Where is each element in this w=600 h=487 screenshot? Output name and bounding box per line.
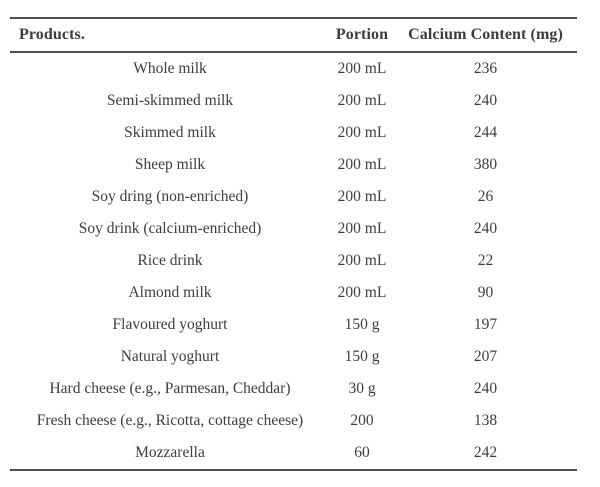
portion-cell: 200 mL (337, 252, 387, 269)
table-row: Soy drink (calcium-enriched) 200 mL 240 (10, 213, 577, 245)
calcium-cell: 242 (473, 444, 498, 461)
product-cell: Almond milk (128, 284, 212, 301)
product-cell: Fresh cheese (e.g., Ricotta, cottage che… (36, 412, 304, 429)
product-cell: Whole milk (133, 60, 207, 77)
table-row: Hard cheese (e.g., Parmesan, Cheddar) 30… (10, 373, 577, 405)
portion-cell: 200 mL (337, 220, 387, 237)
calcium-cell: 26 (477, 188, 494, 205)
product-cell: Mozzarella (135, 444, 205, 461)
portion-cell: 200 mL (337, 92, 387, 109)
product-cell: Soy dring (non-enriched) (91, 188, 249, 205)
table-row: Skimmed milk 200 mL 244 (10, 117, 577, 149)
table-row: Flavoured yoghurt 150 g 197 (10, 309, 577, 341)
table-row: Almond milk 200 mL 90 (10, 277, 577, 309)
portion-cell: 30 g (348, 380, 376, 397)
calcium-cell: 380 (473, 156, 498, 173)
table-row: Natural yoghurt 150 g 207 (10, 341, 577, 373)
product-cell: Rice drink (137, 252, 203, 269)
header-calcium-content: Calcium Content (mg) (408, 26, 563, 43)
calcium-cell: 138 (473, 412, 498, 429)
table-row: Semi-skimmed milk 200 mL 240 (10, 85, 577, 117)
header-products: Products. (19, 26, 85, 43)
portion-cell: 150 g (344, 316, 380, 333)
calcium-cell: 236 (473, 60, 498, 77)
portion-cell: 60 (354, 444, 370, 461)
product-cell: Hard cheese (e.g., Parmesan, Cheddar) (49, 380, 291, 397)
table-row: Soy dring (non-enriched) 200 mL 26 (10, 181, 577, 213)
calcium-cell: 244 (473, 124, 498, 141)
header-portion: Portion (335, 26, 389, 43)
calcium-cell: 90 (477, 284, 494, 301)
table-row: Sheep milk 200 mL 380 (10, 149, 577, 181)
portion-cell: 200 mL (337, 188, 387, 205)
calcium-content-table: Products. Portion Calcium Content (mg) W… (10, 17, 577, 471)
calcium-cell: 197 (473, 316, 498, 333)
calcium-cell: 240 (473, 220, 498, 237)
table-row: Mozzarella 60 242 (10, 437, 577, 469)
portion-cell: 150 g (344, 348, 380, 365)
calcium-cell: 240 (473, 380, 498, 397)
calcium-cell: 22 (477, 252, 494, 269)
portion-cell: 200 mL (337, 156, 387, 173)
table-header-row: Products. Portion Calcium Content (mg) (10, 19, 577, 53)
product-cell: Semi-skimmed milk (106, 92, 234, 109)
portion-cell: 200 mL (337, 60, 387, 77)
product-cell: Soy drink (calcium-enriched) (78, 220, 262, 237)
portion-cell: 200 mL (337, 124, 387, 141)
product-cell: Natural yoghurt (120, 348, 220, 365)
product-cell: Skimmed milk (124, 124, 216, 141)
portion-cell: 200 (350, 412, 374, 429)
table-row: Whole milk 200 mL 236 (10, 53, 577, 85)
table-row: Rice drink 200 mL 22 (10, 245, 577, 277)
product-cell: Flavoured yoghurt (112, 316, 228, 333)
calcium-cell: 207 (473, 348, 498, 365)
calcium-cell: 240 (473, 92, 498, 109)
portion-cell: 200 mL (337, 284, 387, 301)
product-cell: Sheep milk (134, 156, 206, 173)
table-row: Fresh cheese (e.g., Ricotta, cottage che… (10, 405, 577, 437)
